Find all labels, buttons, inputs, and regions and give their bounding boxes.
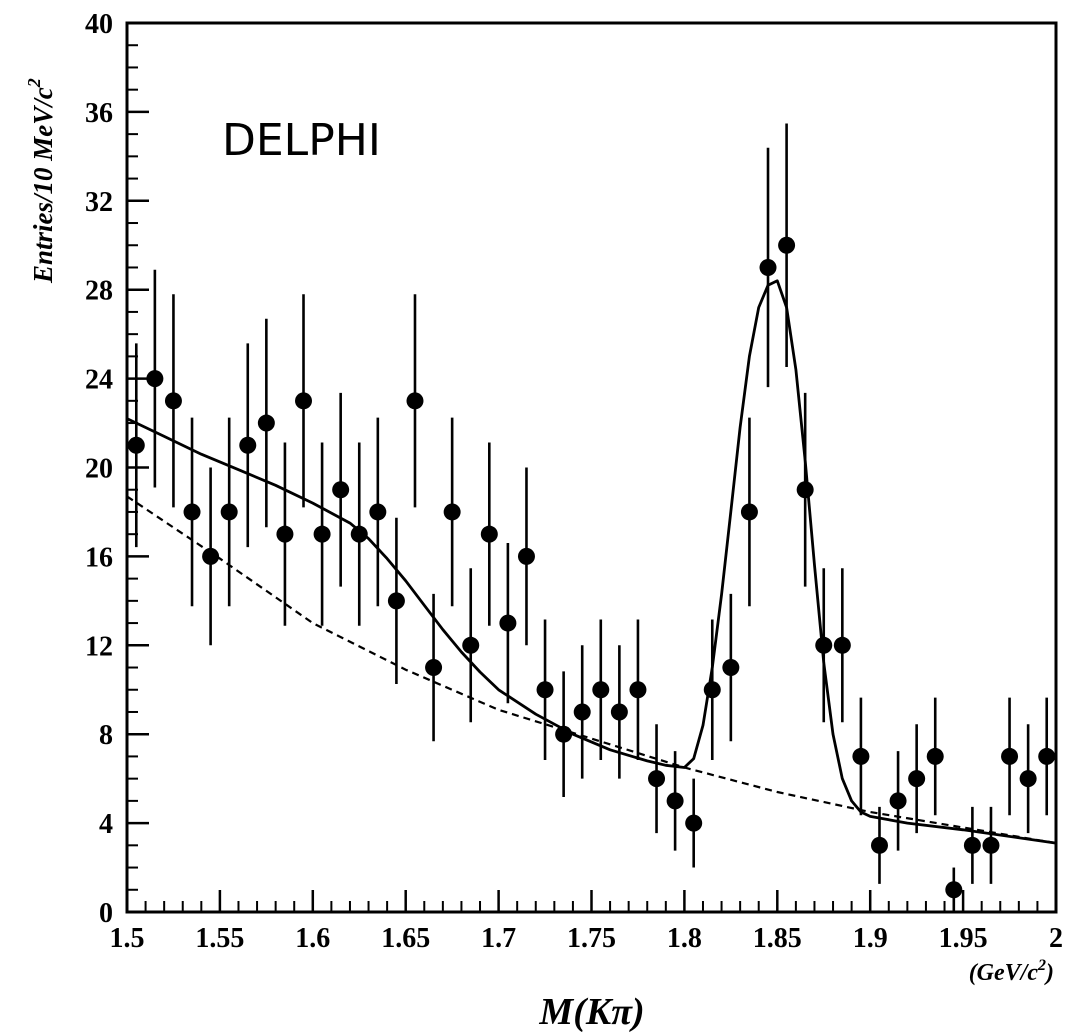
data-point bbox=[146, 370, 164, 388]
data-point bbox=[815, 636, 833, 654]
x-tick-label: 1.85 bbox=[753, 923, 802, 954]
data-point bbox=[257, 414, 275, 432]
data-point bbox=[722, 659, 740, 677]
data-point bbox=[1038, 747, 1056, 765]
data-point bbox=[480, 525, 498, 543]
y-axis-label: Entries/10 MeV/c2 bbox=[24, 78, 58, 284]
y-tick-label: 12 bbox=[85, 631, 113, 662]
data-point bbox=[202, 547, 220, 565]
plot-frame bbox=[125, 21, 1058, 914]
data-point bbox=[685, 814, 703, 832]
data-point bbox=[332, 481, 350, 499]
data-point bbox=[759, 258, 777, 276]
data-point bbox=[740, 503, 758, 521]
y-tick-label: 0 bbox=[99, 898, 113, 929]
data-point bbox=[592, 681, 610, 699]
y-tick-label: 28 bbox=[85, 276, 113, 307]
data-point bbox=[517, 547, 535, 565]
y-tick-label: 8 bbox=[99, 720, 113, 751]
y-axis-label-sup: 2 bbox=[24, 78, 44, 88]
data-point bbox=[555, 725, 573, 743]
data-point bbox=[648, 770, 666, 788]
data-point bbox=[908, 770, 926, 788]
data-point bbox=[127, 436, 145, 454]
x-tick-label: 1.75 bbox=[567, 923, 616, 954]
data-point bbox=[183, 503, 201, 521]
y-axis-label-text: Entries/10 MeV/c bbox=[28, 87, 58, 284]
data-point bbox=[833, 636, 851, 654]
data-point bbox=[313, 525, 331, 543]
data-point bbox=[666, 792, 684, 810]
x-tick-label: 1.8 bbox=[667, 923, 702, 954]
x-axis-label: M(Kπ) bbox=[538, 991, 644, 1033]
data-point bbox=[703, 681, 721, 699]
data-point bbox=[573, 703, 591, 721]
y-tick-label: 32 bbox=[85, 187, 113, 218]
data-point bbox=[387, 592, 405, 610]
x-tick-label: 2 bbox=[1049, 923, 1063, 954]
data-point bbox=[462, 636, 480, 654]
axis-ticks bbox=[125, 21, 1058, 914]
x-tick-label: 1.5 bbox=[110, 923, 145, 954]
data-point bbox=[870, 836, 888, 854]
data-point bbox=[239, 436, 257, 454]
x-tick-label: 1.95 bbox=[939, 923, 988, 954]
x-axis-unit-sup: 2 bbox=[1037, 957, 1046, 974]
y-tick-label: 24 bbox=[85, 365, 113, 396]
data-point bbox=[499, 614, 517, 632]
y-tick-label: 4 bbox=[99, 809, 113, 840]
data-point bbox=[220, 503, 238, 521]
data-point bbox=[276, 525, 294, 543]
x-tick-label: 1.6 bbox=[295, 923, 330, 954]
y-tick-label: 20 bbox=[85, 454, 113, 485]
data-point bbox=[164, 392, 182, 410]
data-point bbox=[796, 481, 814, 499]
x-tick-label: 1.7 bbox=[481, 923, 516, 954]
data-point bbox=[610, 703, 628, 721]
data-point bbox=[406, 392, 424, 410]
data-points bbox=[127, 236, 1056, 899]
x-axis-unit-prefix: (GeV/c bbox=[969, 960, 1039, 986]
data-point bbox=[945, 881, 963, 899]
data-point bbox=[852, 747, 870, 765]
y-tick-label: 40 bbox=[85, 9, 113, 40]
data-point bbox=[778, 236, 796, 254]
data-point bbox=[926, 747, 944, 765]
data-point bbox=[963, 836, 981, 854]
experiment-label: DELPHI bbox=[222, 115, 381, 166]
data-point bbox=[369, 503, 387, 521]
data-point bbox=[443, 503, 461, 521]
data-point bbox=[425, 659, 443, 677]
x-axis-unit: (GeV/c2) bbox=[969, 957, 1054, 986]
data-point bbox=[629, 681, 647, 699]
x-tick-label: 1.55 bbox=[195, 923, 244, 954]
data-point bbox=[350, 525, 368, 543]
data-point bbox=[889, 792, 907, 810]
x-axis-unit-suffix: ) bbox=[1044, 960, 1054, 986]
data-point bbox=[1001, 747, 1019, 765]
data-point bbox=[295, 392, 313, 410]
data-point bbox=[1019, 770, 1037, 788]
x-tick-label: 1.65 bbox=[381, 923, 430, 954]
y-tick-label: 36 bbox=[85, 98, 113, 129]
data-point bbox=[982, 836, 1000, 854]
fit-curves bbox=[126, 279, 1057, 845]
fit-total-curve bbox=[126, 279, 1057, 845]
x-tick-label: 1.9 bbox=[853, 923, 888, 954]
tick-labels: 1.5 1.55 1.6 1.65 1.7 1.75 1.8 1.85 1.9 1.95 20481… bbox=[85, 9, 1063, 954]
data-point bbox=[536, 681, 554, 699]
y-tick-label: 16 bbox=[85, 542, 113, 573]
